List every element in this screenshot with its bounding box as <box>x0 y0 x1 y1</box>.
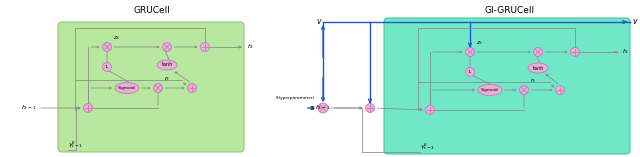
FancyBboxPatch shape <box>384 18 630 154</box>
Text: tanh: tanh <box>532 65 543 70</box>
Circle shape <box>188 84 196 92</box>
Text: (Hyperparameter): (Hyperparameter) <box>276 96 315 100</box>
Text: GRUCell: GRUCell <box>134 6 170 15</box>
Text: $h_t$: $h_t$ <box>247 43 255 51</box>
Text: Sigmoid: Sigmoid <box>118 86 136 90</box>
Circle shape <box>163 43 172 51</box>
Text: v: v <box>632 17 637 27</box>
Text: 1-: 1- <box>105 65 109 69</box>
Text: $h_t$: $h_t$ <box>622 48 630 57</box>
Text: $z_t$: $z_t$ <box>113 34 120 42</box>
Text: $r_t$: $r_t$ <box>530 76 536 85</box>
Text: $s$: $s$ <box>310 104 316 112</box>
Text: $h_{t-1}$: $h_{t-1}$ <box>315 104 330 112</box>
Text: 1-: 1- <box>468 70 472 74</box>
Text: v: v <box>317 17 321 27</box>
Ellipse shape <box>478 84 502 95</box>
Circle shape <box>534 48 543 57</box>
Ellipse shape <box>157 60 177 70</box>
FancyBboxPatch shape <box>58 22 244 152</box>
Circle shape <box>426 106 435 114</box>
Text: GI-GRUCell: GI-GRUCell <box>485 6 535 15</box>
Circle shape <box>102 62 111 71</box>
Text: $\gamma_{t-1}^{E}$: $\gamma_{t-1}^{E}$ <box>68 139 83 150</box>
Ellipse shape <box>115 82 139 94</box>
Circle shape <box>318 103 328 113</box>
Ellipse shape <box>528 63 548 73</box>
Text: $h_{t-1}$: $h_{t-1}$ <box>20 104 36 112</box>
Text: $\gamma_{t-1}^{E}$: $\gamma_{t-1}^{E}$ <box>420 141 435 152</box>
Circle shape <box>200 43 209 51</box>
Circle shape <box>154 84 163 92</box>
Circle shape <box>465 68 474 76</box>
Text: $r_t$: $r_t$ <box>164 74 170 83</box>
Text: $z_t$: $z_t$ <box>476 39 483 47</box>
Text: Sigmoid: Sigmoid <box>481 88 499 92</box>
Circle shape <box>570 48 579 57</box>
Circle shape <box>83 103 93 113</box>
Circle shape <box>365 103 374 113</box>
Text: tanh: tanh <box>161 62 173 68</box>
Circle shape <box>102 43 111 51</box>
Circle shape <box>520 86 529 95</box>
Circle shape <box>556 86 564 95</box>
Circle shape <box>465 48 474 57</box>
